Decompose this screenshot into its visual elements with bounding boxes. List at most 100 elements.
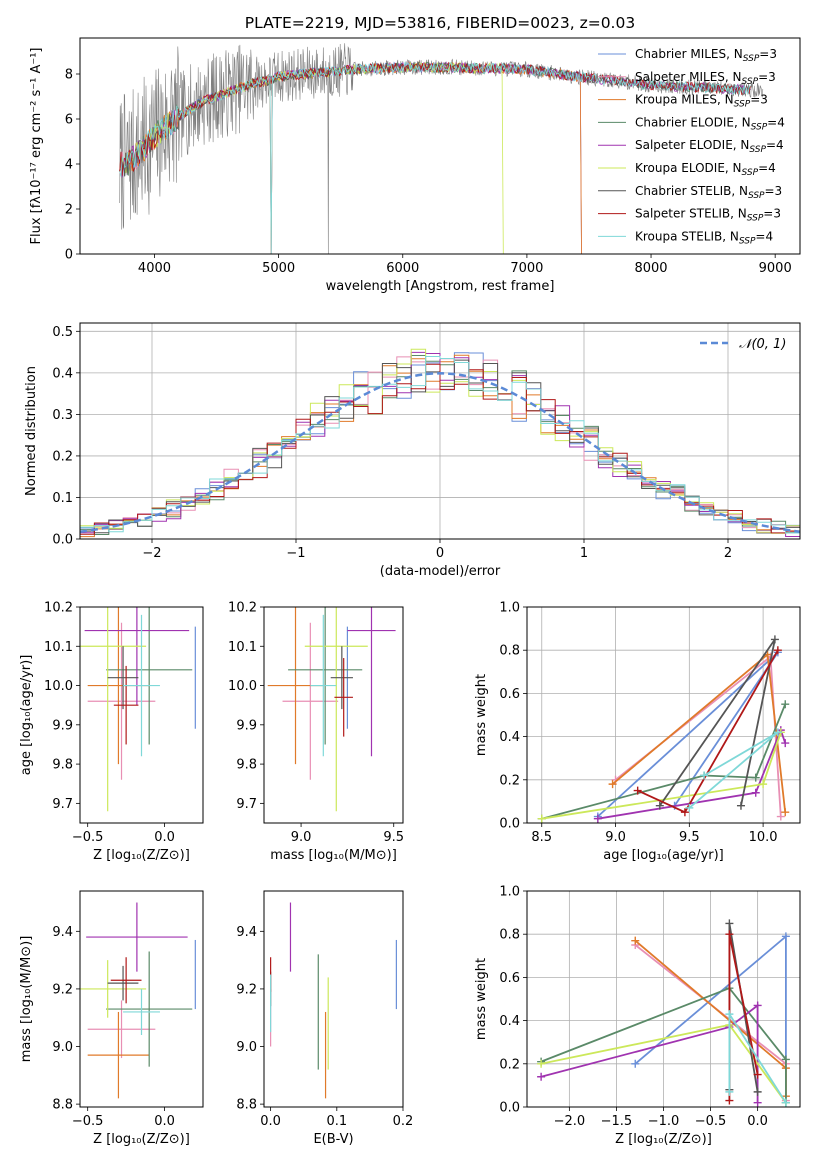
mass-weight-marker <box>608 780 617 789</box>
mass-weight-marker <box>753 1070 762 1079</box>
mass-weight-marker <box>781 700 790 709</box>
x-tick-label: 1 <box>580 546 588 561</box>
mass-weight-marker <box>781 1098 790 1107</box>
mass-weight-marker <box>725 919 734 928</box>
mass-weight-marker <box>753 1087 762 1096</box>
mass-weight-line <box>659 638 776 807</box>
mass-weight-marker <box>725 930 734 939</box>
mass-weight-marker <box>631 936 640 945</box>
weight-vs-age-panel: 8.5 9.0 9.5 10.0 0.0 0.2 0.4 0.6 0.8 1.0 age [log₁… <box>474 601 801 863</box>
x-tick-label: 0.0 <box>154 1114 175 1129</box>
y-axis-label: Flux [fλ10⁻¹⁷ erg cm⁻² s⁻¹ A⁻¹] <box>29 48 44 245</box>
x-tick-label: 2 <box>724 546 732 561</box>
y-tick-label: 9.4 <box>236 925 257 940</box>
mass-weight-marker <box>685 803 694 812</box>
y-tick-label: 1.0 <box>499 601 520 616</box>
x-tick-label: 0.0 <box>260 1114 281 1129</box>
y-tick-label: 0.2 <box>52 449 73 464</box>
y-tick-label: 9.0 <box>52 1040 73 1055</box>
y-tick-label: 0.0 <box>499 817 520 832</box>
mass-weight-marker <box>537 1059 546 1068</box>
x-axis-label: Z [log₁₀(Z/Z⊙)] <box>615 1132 712 1147</box>
x-tick-label: 0.0 <box>747 1114 768 1129</box>
y-tick-label: 10.2 <box>228 601 257 616</box>
x-tick-label: 6000 <box>386 261 419 276</box>
y-tick-label: 0.3 <box>52 408 73 423</box>
mass-weight-marker <box>655 801 664 810</box>
x-axis-label: Z [log₁₀(Z/Z⊙)] <box>93 848 190 863</box>
mass-weight-line <box>597 727 787 820</box>
y-tick-label: 0.6 <box>499 971 520 986</box>
y-tick-label: 9.2 <box>236 982 257 997</box>
mass-weight-marker <box>725 1010 734 1019</box>
y-tick-label: 10.0 <box>228 679 257 694</box>
axes-frame <box>79 37 801 255</box>
legend-entry: Kroupa ELODIE, NSSP=4 <box>635 161 776 178</box>
x-tick-label: −0.5 <box>72 830 104 845</box>
mass-weight-marker <box>537 1072 546 1081</box>
mass-weight-marker <box>781 808 790 817</box>
mass-weight-marker <box>753 1098 762 1107</box>
y-tick-label: 9.2 <box>52 982 73 997</box>
axes-frame <box>263 890 404 1108</box>
y-tick-label: 9.9 <box>52 718 73 733</box>
legend-entry: Kroupa STELIB, NSSP=4 <box>635 229 773 246</box>
x-tick-label: 9.5 <box>383 830 404 845</box>
mass-weight-marker <box>725 1096 734 1105</box>
mass-weight-marker <box>751 788 760 797</box>
x-tick-label: 4000 <box>138 261 171 276</box>
axes-frame <box>79 322 801 540</box>
mass-vs-extinction-panel: 0.0 0.1 0.2 8.8 9.0 9.2 9.4 E(B-V) <box>236 890 413 1147</box>
legend-entry: Chabrier MILES, NSSP=3 <box>635 47 777 64</box>
mass-weight-marker <box>773 728 782 737</box>
mass-weight-line <box>597 651 779 818</box>
legend-entry: Salpeter ELODIE, NSSP=4 <box>635 138 784 155</box>
y-tick-label: 0.0 <box>499 1101 520 1116</box>
y-tick-label: 0.4 <box>499 1014 520 1029</box>
residual-histogram-step <box>80 356 800 534</box>
y-axis-label: mass [log₁₀(M/M⊙)] <box>19 936 34 1063</box>
y-tick-label: 0.2 <box>499 773 520 788</box>
residual-histogram-panel: −2 −1 0 1 2 0.0 0.1 0.2 0.3 0.4 0.5 (data-model)/er… <box>24 322 801 579</box>
x-tick-label: 8000 <box>634 261 667 276</box>
x-tick-label: −2 <box>142 546 161 561</box>
x-tick-label: −2.0 <box>554 1114 586 1129</box>
legend-entry: Kroupa MILES, NSSP=3 <box>635 93 768 110</box>
y-tick-label: 0.4 <box>499 730 520 745</box>
mass-vs-metallicity-panel: −0.5 0.0 8.8 9.0 9.2 9.4 Z [log₁₀(Z/Z⊙)] mass [… <box>19 890 204 1147</box>
x-tick-label: 9.0 <box>291 830 312 845</box>
axes-frame <box>263 606 404 824</box>
y-tick-label: 1.0 <box>499 885 520 900</box>
x-tick-label: 0 <box>436 546 444 561</box>
mass-weight-marker <box>700 771 709 780</box>
legend-entry: 𝒩(0, 1) <box>739 337 786 352</box>
mass-weight-marker <box>593 814 602 823</box>
x-tick-label: −1 <box>286 546 305 561</box>
y-axis-label: mass weight <box>474 674 489 756</box>
mass-weight-marker <box>631 1059 640 1068</box>
y-tick-label: 9.7 <box>236 797 257 812</box>
legend-entry: Salpeter MILES, NSSP=3 <box>635 70 776 87</box>
y-tick-label: 9.7 <box>52 797 73 812</box>
x-axis-label: age [log₁₀(age/yr)] <box>603 848 724 863</box>
mass-weight-marker <box>680 808 689 817</box>
y-tick-label: 0.6 <box>499 687 520 702</box>
mass-weight-marker <box>781 932 790 941</box>
y-tick-label: 2 <box>65 203 73 218</box>
x-axis-label: mass [log₁₀(M/M⊙)] <box>270 848 397 863</box>
model-spectrum-line <box>119 61 751 254</box>
mass-weight-marker <box>781 1055 790 1064</box>
x-tick-label: 5000 <box>262 261 295 276</box>
axes-frame <box>526 890 801 1108</box>
mass-weight-marker <box>725 1087 734 1096</box>
x-tick-label: 0.0 <box>154 830 175 845</box>
mass-weight-marker <box>759 780 768 789</box>
x-tick-label: −0.5 <box>72 1114 104 1129</box>
y-tick-label: 0.8 <box>499 644 520 659</box>
y-tick-label: 4 <box>65 158 73 173</box>
y-tick-label: 9.4 <box>52 925 73 940</box>
mass-weight-marker <box>770 635 779 644</box>
legend: Chabrier MILES, NSSP=3 Salpeter MILES, NS… <box>598 47 785 246</box>
y-tick-label: 8.8 <box>52 1098 73 1113</box>
